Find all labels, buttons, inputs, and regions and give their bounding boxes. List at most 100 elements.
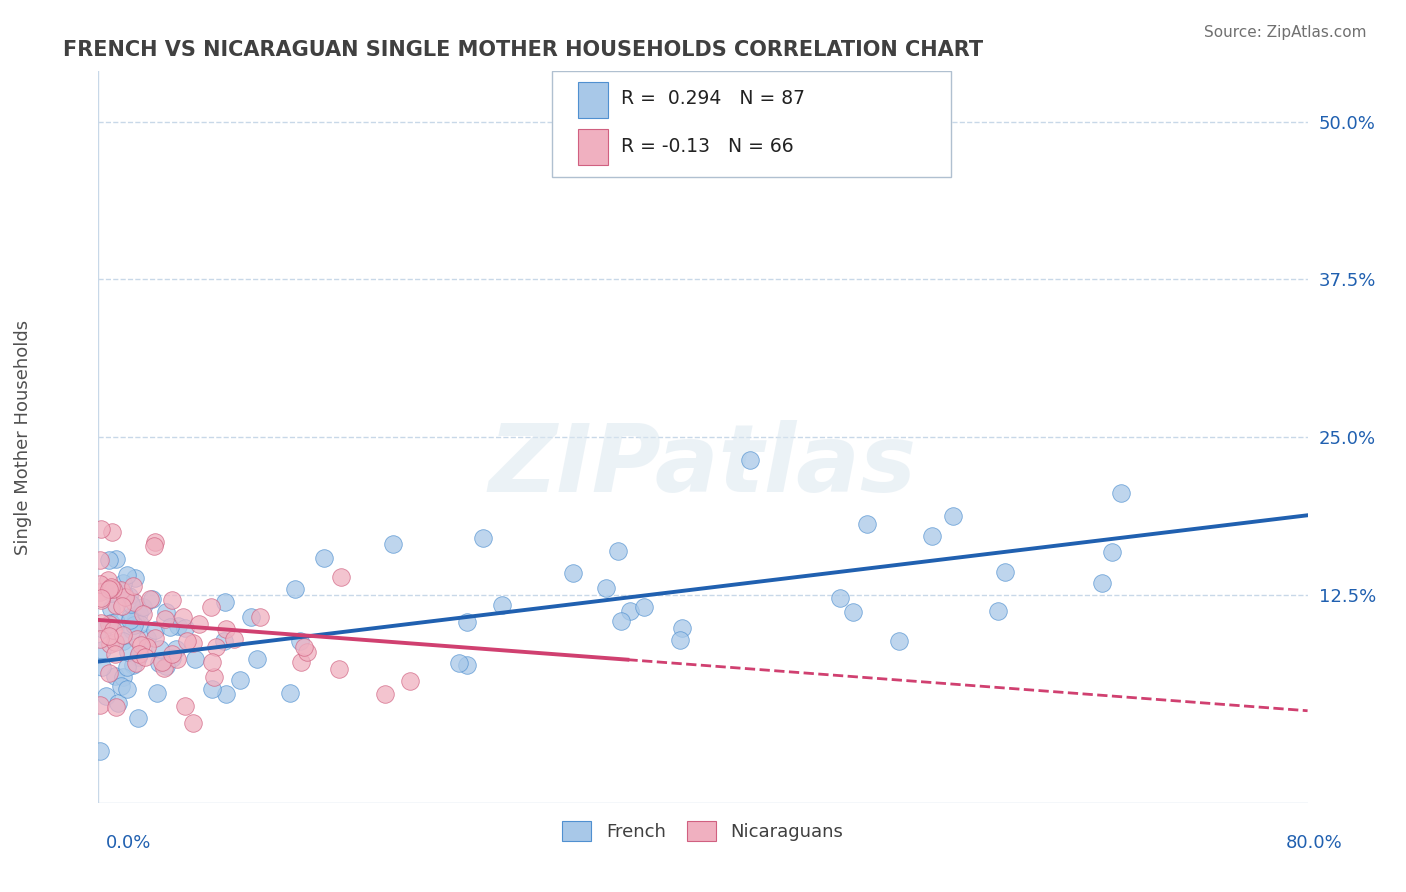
Point — [101, 586, 124, 600]
Point — [609, 614, 631, 628]
Point — [98, 665, 121, 680]
Point — [212, 633, 235, 648]
Point — [120, 614, 142, 628]
Point — [90, 591, 112, 605]
Point — [855, 517, 877, 532]
Point — [110, 679, 132, 693]
Point — [105, 599, 128, 613]
Point — [292, 640, 315, 654]
Point — [129, 617, 152, 632]
Point — [200, 600, 222, 615]
Point — [456, 615, 478, 630]
Point — [112, 628, 135, 642]
Point — [91, 622, 114, 636]
Point — [122, 617, 145, 632]
Point — [121, 623, 143, 637]
Point — [239, 609, 262, 624]
Point — [120, 597, 142, 611]
Point — [160, 593, 183, 607]
Point — [447, 656, 470, 670]
Point — [143, 535, 166, 549]
Point — [155, 658, 177, 673]
Point — [290, 656, 312, 670]
Point — [115, 660, 138, 674]
Point — [173, 621, 195, 635]
Point — [229, 673, 252, 687]
Point — [374, 687, 396, 701]
Point — [471, 532, 494, 546]
Point — [150, 655, 173, 669]
Point — [887, 634, 910, 648]
Point — [97, 617, 120, 632]
Point — [329, 570, 352, 584]
Point — [619, 604, 641, 618]
Point — [131, 639, 153, 653]
Point — [89, 744, 111, 758]
Point — [118, 589, 141, 603]
Point — [181, 715, 204, 730]
Point — [97, 573, 120, 587]
Point — [214, 687, 236, 701]
Point — [160, 647, 183, 661]
Point — [97, 553, 120, 567]
Point — [110, 583, 132, 598]
Text: ZIPatlas: ZIPatlas — [489, 420, 917, 512]
Point — [90, 615, 112, 630]
Point — [328, 662, 350, 676]
Point — [101, 524, 124, 539]
Point — [994, 565, 1017, 579]
Point — [201, 682, 224, 697]
FancyBboxPatch shape — [578, 82, 607, 119]
Point — [132, 600, 155, 615]
Point — [90, 523, 112, 537]
Point — [295, 645, 318, 659]
Point — [290, 634, 312, 648]
Point — [101, 623, 124, 637]
FancyBboxPatch shape — [578, 128, 607, 165]
Point — [98, 637, 121, 651]
Point — [174, 698, 197, 713]
Point — [105, 551, 128, 566]
Point — [153, 660, 176, 674]
Point — [842, 605, 865, 619]
Point — [561, 566, 583, 580]
Point — [278, 686, 301, 700]
Point — [135, 640, 157, 654]
Point — [89, 584, 111, 599]
Point — [128, 606, 150, 620]
Point — [100, 615, 122, 630]
Text: Single Mother Households: Single Mother Households — [14, 319, 32, 555]
Point — [165, 642, 187, 657]
Point — [738, 453, 761, 467]
Point — [176, 634, 198, 648]
Point — [98, 582, 121, 596]
Point — [139, 592, 162, 607]
Point — [669, 633, 692, 648]
Point — [115, 567, 138, 582]
Point — [100, 580, 122, 594]
Point — [91, 660, 114, 674]
Point — [122, 595, 145, 609]
Point — [155, 605, 177, 619]
Point — [134, 650, 156, 665]
Point — [107, 697, 129, 711]
Point — [91, 643, 114, 657]
Point — [160, 651, 183, 665]
Point — [146, 686, 169, 700]
Point — [103, 582, 125, 596]
Point — [122, 579, 145, 593]
Point — [111, 670, 134, 684]
Point — [1101, 545, 1123, 559]
Point — [921, 529, 943, 543]
Point — [205, 640, 228, 654]
Text: R = -0.13   N = 66: R = -0.13 N = 66 — [621, 136, 793, 155]
Point — [456, 658, 478, 673]
Point — [246, 652, 269, 666]
Point — [120, 610, 142, 624]
Point — [89, 577, 111, 591]
Point — [125, 657, 148, 671]
Point — [98, 629, 121, 643]
Point — [1091, 576, 1114, 591]
Point — [114, 590, 136, 604]
Point — [398, 673, 420, 688]
